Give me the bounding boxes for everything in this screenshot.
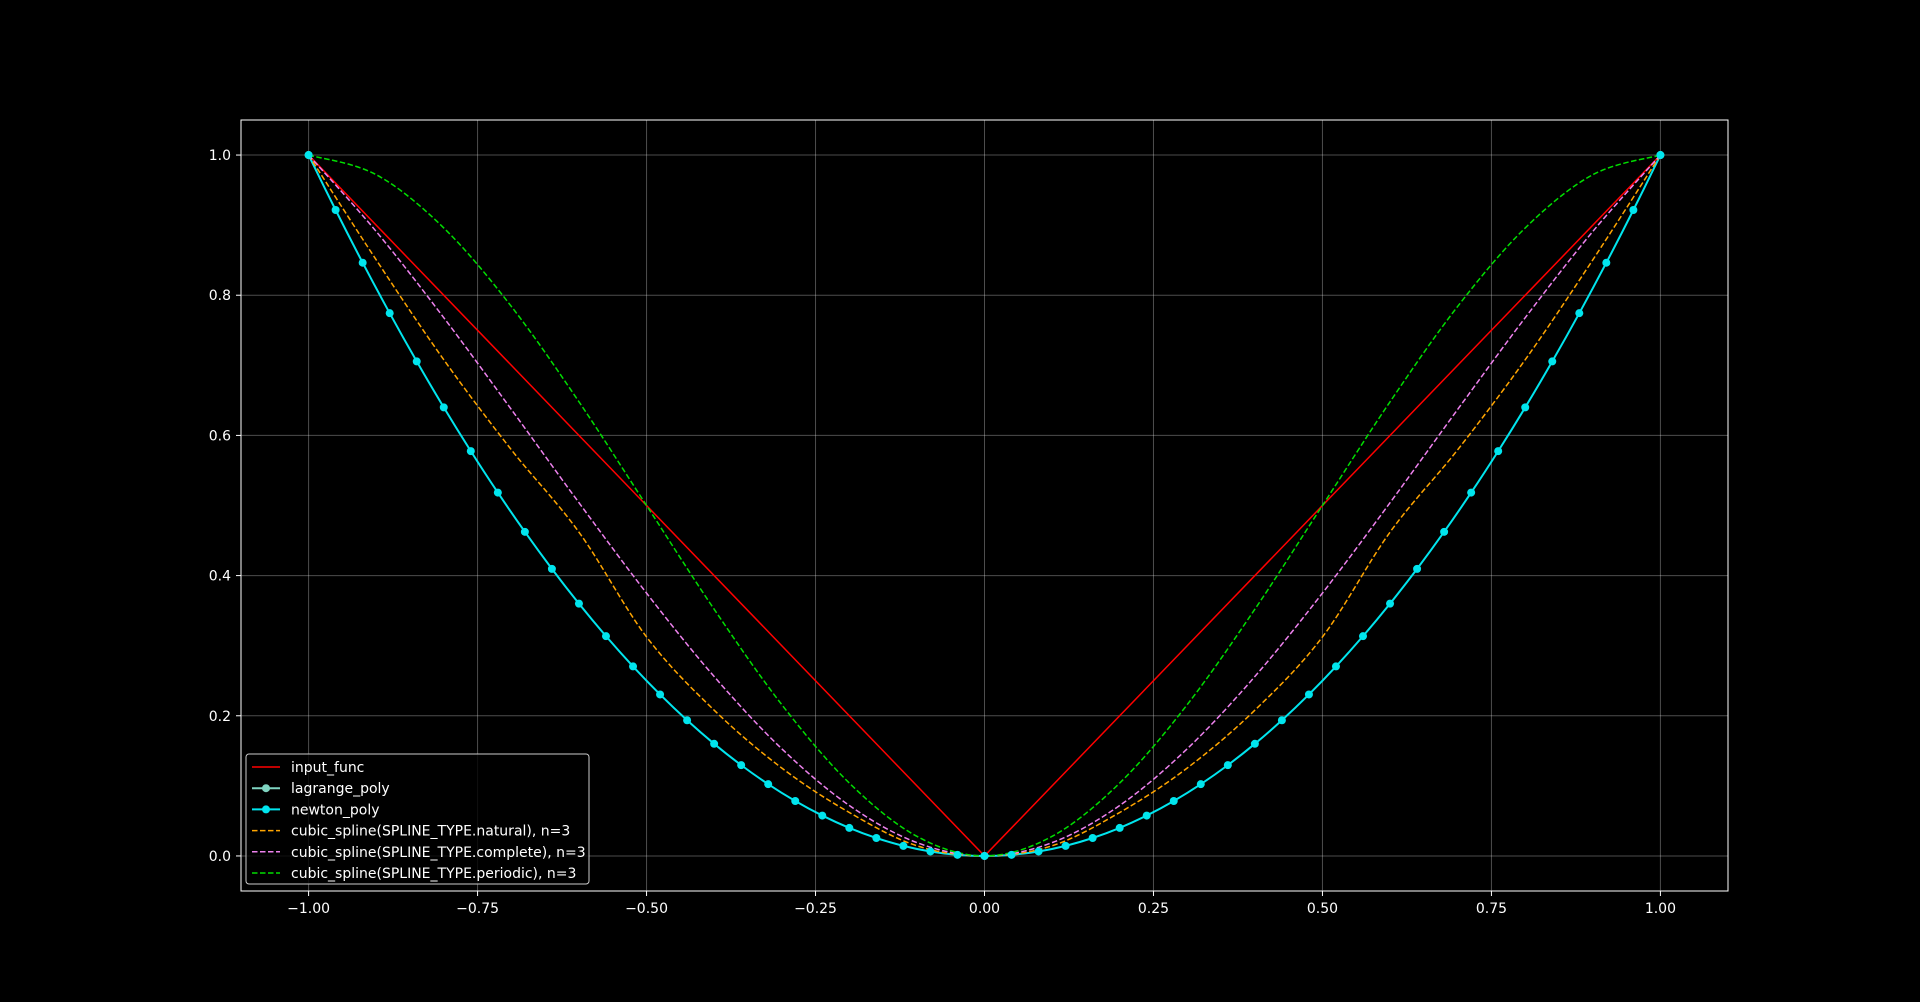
data-point-newton-poly: [1548, 357, 1557, 366]
x-tick-label: −0.75: [456, 901, 499, 917]
legend-label-input-func: input_func: [291, 760, 364, 776]
y-tick-label: 0.8: [209, 288, 231, 304]
data-point-newton-poly: [1142, 811, 1151, 820]
data-point-newton-poly: [547, 564, 556, 573]
data-point-newton-poly: [1034, 847, 1043, 856]
legend-marker-newton-poly: [262, 805, 270, 814]
data-point-newton-poly: [980, 851, 989, 860]
data-point-newton-poly: [331, 205, 340, 214]
data-point-newton-poly: [1386, 599, 1395, 608]
data-point-newton-poly: [1467, 488, 1476, 497]
legend: input_func lagrange_poly newton_poly cubic_…: [245, 753, 590, 885]
data-point-newton-poly: [1250, 739, 1259, 748]
data-point-newton-poly: [710, 739, 719, 748]
legend-label-newton-poly: newton_poly: [291, 802, 380, 818]
data-point-newton-poly: [1169, 797, 1178, 806]
legend-label-cubic-spline-spline-type-complete-n-3: cubic_spline(SPLINE_TYPE.complete), n=3: [291, 845, 586, 861]
data-point-newton-poly: [737, 761, 746, 770]
y-tick-label: 0.4: [209, 569, 231, 585]
data-point-newton-poly: [1223, 761, 1232, 770]
grid: [241, 120, 1728, 891]
x-tick-label: 0.00: [969, 901, 1000, 917]
x-tick-label: −0.50: [625, 901, 668, 917]
x-tick-label: 0.50: [1307, 901, 1338, 917]
series-layer: [304, 151, 1665, 860]
data-point-newton-poly: [304, 151, 313, 160]
data-point-newton-poly: [439, 403, 448, 412]
legend-box: [245, 753, 590, 885]
data-point-newton-poly: [818, 811, 827, 820]
data-point-newton-poly: [601, 632, 610, 641]
data-point-newton-poly: [953, 850, 962, 859]
data-point-newton-poly: [629, 662, 638, 671]
x-tick-label: 0.75: [1476, 901, 1507, 917]
y-tick-label: 0.0: [209, 849, 231, 865]
data-point-newton-poly: [1088, 834, 1097, 843]
y-tick-label: 0.6: [209, 428, 231, 444]
data-point-newton-poly: [466, 447, 475, 456]
data-point-newton-poly: [899, 841, 908, 850]
data-point-newton-poly: [1656, 151, 1665, 160]
legend-label-cubic-spline-spline-type-periodic-n-3: cubic_spline(SPLINE_TYPE.periodic), n=3: [291, 866, 576, 882]
x-axis: −1.00 −0.75 −0.50 −0.25 0.00 0.25 0.50 0.75 1.00: [287, 891, 1676, 917]
data-point-newton-poly: [1629, 205, 1638, 214]
data-point-newton-poly: [1061, 841, 1070, 850]
data-point-newton-poly: [358, 258, 367, 267]
data-point-newton-poly: [574, 599, 583, 608]
legend-label-lagrange-poly: lagrange_poly: [291, 781, 390, 797]
x-tick-label: −0.25: [794, 901, 837, 917]
data-point-newton-poly: [926, 847, 935, 856]
data-point-newton-poly: [1494, 447, 1503, 456]
data-point-newton-poly: [1331, 662, 1340, 671]
data-point-newton-poly: [1115, 823, 1124, 832]
data-point-newton-poly: [764, 780, 773, 789]
legend-label-cubic-spline-spline-type-natural-n-3: cubic_spline(SPLINE_TYPE.natural), n=3: [291, 824, 570, 840]
data-point-newton-poly: [1602, 258, 1611, 267]
data-point-newton-poly: [385, 309, 394, 318]
data-point-newton-poly: [1277, 716, 1286, 725]
x-tick-label: −1.00: [287, 901, 330, 917]
data-point-newton-poly: [872, 834, 881, 843]
data-point-newton-poly: [1575, 309, 1584, 318]
data-point-newton-poly: [1007, 850, 1016, 859]
x-tick-label: 0.25: [1138, 901, 1169, 917]
data-point-newton-poly: [683, 716, 692, 725]
y-tick-label: 1.0: [209, 148, 231, 164]
data-point-newton-poly: [791, 797, 800, 806]
data-point-newton-poly: [520, 527, 529, 536]
x-tick-label: 1.00: [1645, 901, 1676, 917]
data-point-newton-poly: [1521, 403, 1530, 412]
data-point-newton-poly: [656, 690, 665, 699]
y-axis: 0.0 0.2 0.4 0.6 0.8 1.0: [209, 148, 241, 865]
y-tick-label: 0.2: [209, 709, 231, 725]
data-point-newton-poly: [412, 357, 421, 366]
data-point-newton-poly: [1304, 690, 1313, 699]
legend-marker-lagrange-poly: [262, 784, 270, 793]
data-point-newton-poly: [845, 823, 854, 832]
data-point-newton-poly: [1413, 564, 1422, 573]
data-point-newton-poly: [1196, 780, 1205, 789]
data-point-newton-poly: [1359, 632, 1368, 641]
data-point-newton-poly: [1440, 527, 1449, 536]
data-point-newton-poly: [493, 488, 502, 497]
